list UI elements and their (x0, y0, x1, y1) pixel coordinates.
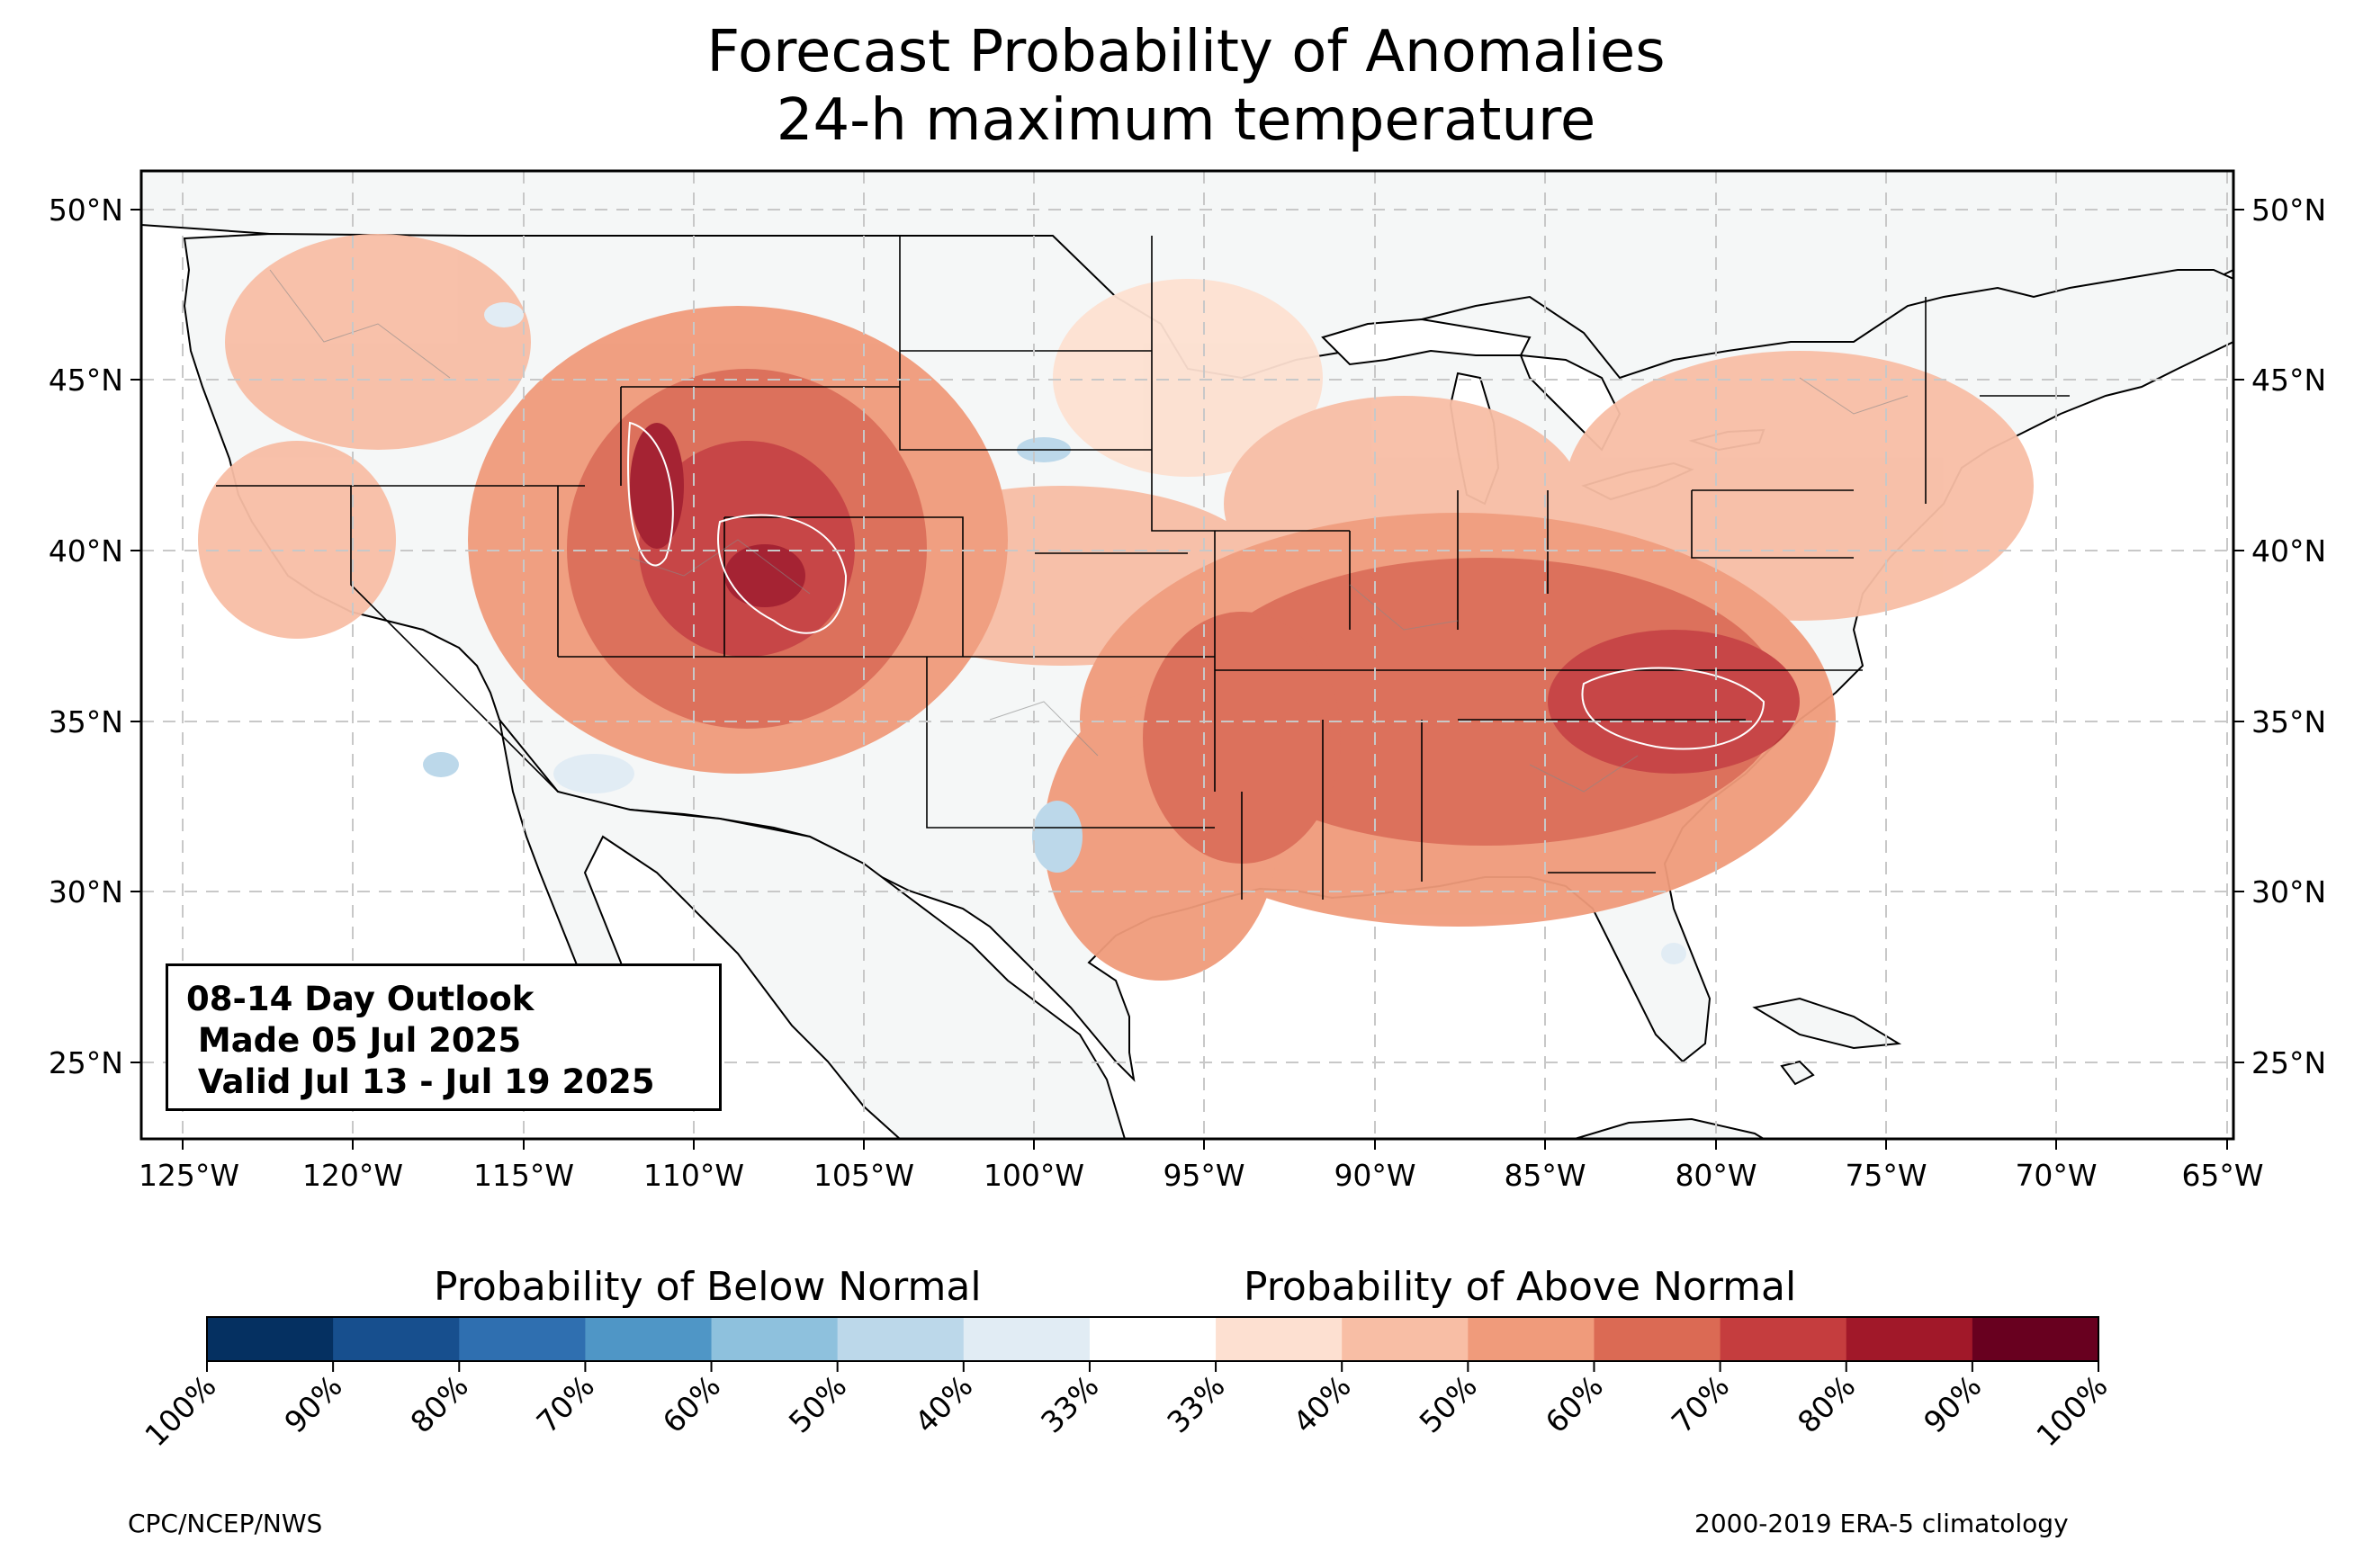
lat-label-right-4: 30°N (2251, 874, 2326, 909)
shade-wyoming-core (630, 423, 684, 549)
lon-label-1: 120°W (302, 1158, 403, 1193)
colorbar-cell-11 (1594, 1317, 1721, 1361)
colorbar-tick-label-6: 40% (908, 1368, 979, 1439)
colorbar-cell-3 (585, 1317, 713, 1361)
shade-blue-florida (1661, 943, 1686, 964)
footer-credit: CPC/NCEP/NWS (128, 1509, 323, 1538)
shade-blue-socal (423, 752, 459, 777)
colorbar-cell-14 (1972, 1317, 2099, 1361)
map-border (139, 169, 2235, 1141)
lat-label-left-2: 40°N (49, 533, 123, 569)
lat-label-right-0: 50°N (2251, 193, 2326, 228)
footer-climatology: 2000-2019 ERA-5 climatology (1694, 1509, 2069, 1538)
map-title: Forecast Probability of Anomalies 24-h m… (0, 18, 2372, 155)
lon-label-2: 115°W (473, 1158, 574, 1193)
state-borders (216, 236, 2070, 900)
lat-label-right-3: 35°N (2251, 704, 2326, 739)
lat-label-left-5: 25°N (49, 1045, 123, 1080)
shade-ca (198, 441, 396, 639)
colorbar-tick-label-2: 80% (403, 1368, 474, 1439)
outlook-line-1: 08-14 Day Outlook (186, 980, 535, 1018)
shade-arklatex (1143, 612, 1341, 864)
colorbar-tick-label-8: 33% (1160, 1368, 1231, 1439)
lat-axis-right: 50°N 45°N 40°N 35°N 30°N 25°N (2233, 193, 2326, 1080)
lon-label-12: 65°W (2181, 1158, 2263, 1193)
lon-label-0: 125°W (139, 1158, 239, 1193)
colorbar-above-label: Probability of Above Normal (1244, 1264, 1797, 1310)
lat-label-left-0: 50°N (49, 193, 123, 228)
lat-label-right-2: 40°N (2251, 533, 2326, 569)
shade-blue-texas (1032, 801, 1083, 873)
shade-ne (1566, 351, 2034, 621)
colorbar: 100% 90% 80% 70% 60% 50% 40% 33% 33% 40% 50% 60% 70%… (138, 1316, 2115, 1453)
colorbar-tick-label-0: 100% (138, 1368, 222, 1453)
lat-axis-left: 50°N 45°N 40°N 35°N 30°N 25°N (49, 193, 141, 1080)
colorbar-cell-7 (1089, 1317, 1217, 1361)
lon-label-3: 110°W (643, 1158, 744, 1193)
colorbar-tick-label-15: 100% (2029, 1368, 2114, 1453)
contour-lines (627, 421, 1766, 750)
colorbar-tick-label-12: 70% (1665, 1368, 1736, 1439)
outlook-line-2: Made 05 Jul 2025 (186, 1021, 522, 1060)
colorbar-cell-2 (459, 1317, 586, 1361)
colorbar-tick-label-13: 80% (1791, 1368, 1862, 1439)
colorbar-cell-12 (1720, 1317, 1847, 1361)
colorbar-tick-label-7: 33% (1034, 1368, 1105, 1439)
colorbar-cell-0 (207, 1317, 334, 1361)
land-cuba (1752, 997, 1902, 1050)
colorbar-border (206, 1316, 2099, 1362)
colorbar-tick-label-3: 70% (530, 1368, 601, 1439)
colorbar-cells (207, 1317, 2099, 1361)
lon-label-4: 105°W (813, 1158, 914, 1193)
lon-axis: 125°W 120°W 115°W 110°W 105°W 100°W 95°W… (139, 1139, 2264, 1193)
colorbar-cell-1 (333, 1317, 460, 1361)
shade-colorado-core (724, 544, 805, 607)
county-lines (269, 269, 1909, 793)
lat-label-left-4: 30°N (49, 874, 123, 909)
colorbar-tick-label-10: 50% (1413, 1368, 1484, 1439)
lon-label-5: 100°W (984, 1158, 1084, 1193)
title-line-1: Forecast Probability of Anomalies (706, 19, 1666, 85)
lon-label-8: 85°W (1504, 1158, 1586, 1193)
colorbar-below-label: Probability of Below Normal (434, 1264, 982, 1310)
colorbar-tick-label-1: 90% (277, 1368, 348, 1439)
colorbar-cell-10 (1468, 1317, 1595, 1361)
shade-carolinas (1548, 630, 1800, 774)
lon-label-9: 80°W (1675, 1158, 1757, 1193)
colorbar-tick-label-9: 40% (1286, 1368, 1357, 1439)
lat-label-right-1: 45°N (2251, 363, 2326, 398)
colorbar-ticks: 100% 90% 80% 70% 60% 50% 40% 33% 33% 40% 50% 60% 70%… (138, 1361, 2115, 1453)
shade-nw (225, 234, 531, 450)
outlook-info-box: 08-14 Day Outlook Made 05 Jul 2025 Valid… (166, 963, 722, 1111)
lat-label-right-5: 25°N (2251, 1045, 2326, 1080)
shade-ne-plains (1053, 279, 1323, 477)
colorbar-cell-5 (837, 1317, 965, 1361)
lat-label-left-3: 35°N (49, 704, 123, 739)
lon-label-10: 75°W (1845, 1158, 1927, 1193)
graticule (141, 171, 2233, 1139)
outlook-line-3: Valid Jul 13 - Jul 19 2025 (186, 1062, 655, 1101)
title-line-2: 24-h maximum temperature (776, 87, 1596, 154)
colorbar-cell-9 (1342, 1317, 1469, 1361)
shade-blue-arizona (553, 754, 634, 793)
colorbar-cell-13 (1846, 1317, 1973, 1361)
colorbar-tick-label-5: 50% (782, 1368, 853, 1439)
lon-label-6: 95°W (1163, 1158, 1244, 1193)
colorbar-tick-label-11: 60% (1539, 1368, 1610, 1439)
colorbar-cell-8 (1216, 1317, 1343, 1361)
lat-label-left-1: 45°N (49, 363, 123, 398)
colorbar-cell-6 (963, 1317, 1091, 1361)
colorbar-cell-4 (711, 1317, 839, 1361)
shade-blue-idaho (484, 302, 524, 327)
colorbar-tick-label-4: 60% (656, 1368, 727, 1439)
colorbar-tick-label-14: 90% (1917, 1368, 1988, 1439)
land-south-america-edge (1574, 1117, 1766, 1139)
lon-label-11: 70°W (2015, 1158, 2097, 1193)
lon-label-7: 90°W (1334, 1158, 1415, 1193)
